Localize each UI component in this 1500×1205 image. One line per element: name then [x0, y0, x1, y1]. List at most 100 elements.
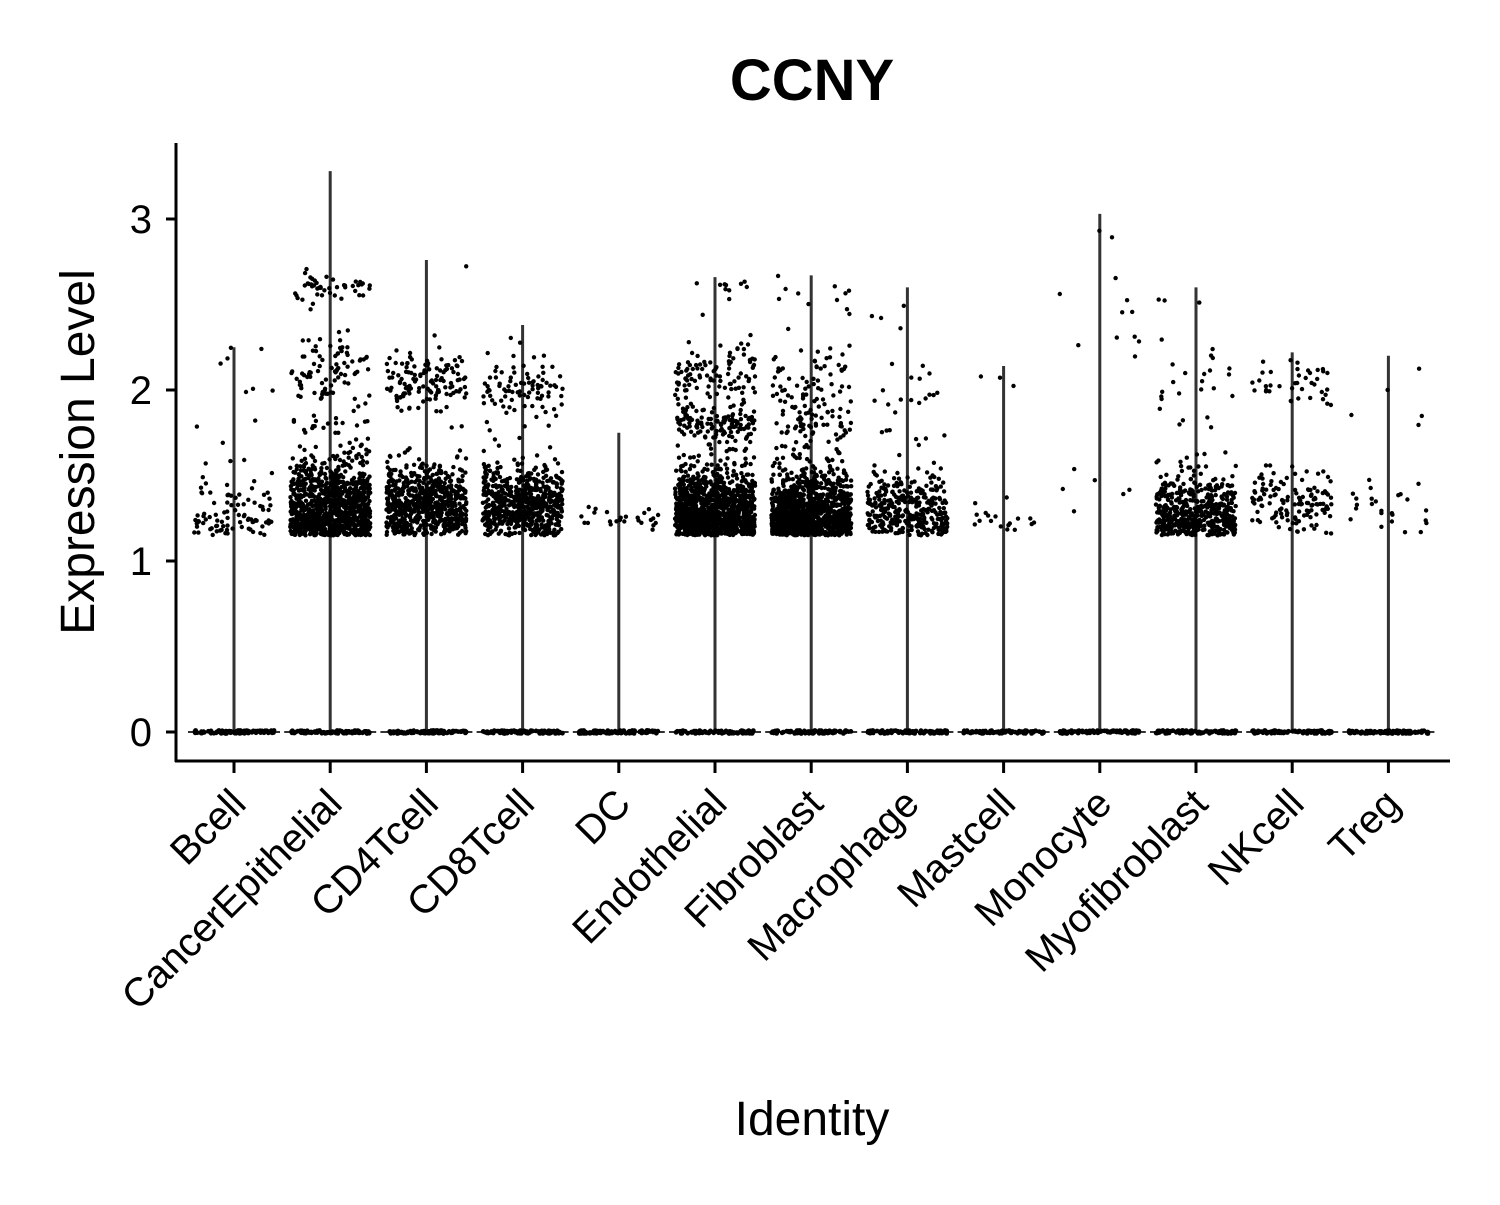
data-point [689, 430, 693, 434]
data-point [689, 402, 693, 406]
data-point [296, 530, 300, 534]
data-point [745, 500, 749, 504]
data-point [455, 363, 459, 367]
data-point [488, 469, 492, 473]
data-point [323, 476, 327, 480]
data-point [422, 368, 426, 372]
data-point [291, 511, 295, 515]
data-point [428, 389, 432, 393]
data-point [685, 426, 689, 430]
data-point [392, 501, 396, 505]
data-point [721, 519, 725, 523]
data-point [510, 390, 514, 394]
data-point [320, 381, 324, 385]
data-point [507, 526, 511, 530]
data-point [444, 405, 448, 409]
data-point [494, 375, 498, 379]
data-point [339, 297, 343, 301]
data-point [359, 444, 363, 448]
data-point [745, 285, 749, 289]
data-point [697, 454, 701, 458]
data-point [729, 387, 733, 391]
data-point [748, 333, 752, 337]
data-point [458, 387, 462, 391]
data-point [449, 730, 454, 735]
data-point [421, 384, 425, 388]
data-point [487, 464, 491, 468]
data-point [464, 513, 468, 517]
data-point [338, 444, 342, 448]
data-point [725, 440, 729, 444]
data-point [399, 409, 403, 413]
data-point [316, 369, 320, 373]
data-point [752, 455, 756, 459]
data-point [677, 362, 681, 366]
data-point [404, 365, 408, 369]
data-point [321, 520, 325, 524]
data-point [329, 481, 333, 485]
data-point [457, 355, 461, 359]
data-point [507, 503, 511, 507]
data-point [731, 412, 735, 416]
data-point [522, 513, 526, 517]
data-point [351, 446, 355, 450]
data-point [325, 466, 329, 470]
data-point [723, 386, 727, 390]
data-point [429, 379, 433, 383]
data-point [560, 479, 564, 483]
data-point [215, 529, 219, 533]
data-point [342, 451, 346, 455]
data-point [493, 437, 497, 441]
data-point [328, 492, 332, 496]
data-point [709, 482, 713, 486]
data-point [551, 480, 555, 484]
data-point [308, 307, 312, 311]
data-point [360, 282, 364, 286]
data-point [543, 410, 547, 414]
data-point [304, 470, 308, 474]
data-point [439, 409, 443, 413]
data-point [726, 414, 730, 418]
data-point [298, 728, 303, 733]
data-point [711, 378, 715, 382]
data-point [737, 386, 741, 390]
data-point [407, 384, 411, 388]
data-point [318, 354, 322, 358]
data-point [546, 390, 550, 394]
data-point [521, 456, 525, 460]
data-point [650, 528, 654, 532]
data-point [505, 484, 509, 488]
data-point [208, 490, 212, 494]
data-point [398, 395, 402, 399]
data-point [416, 514, 420, 518]
data-point [288, 495, 292, 499]
data-point [250, 486, 254, 490]
data-point [253, 729, 258, 734]
data-point [334, 468, 338, 472]
data-point [485, 390, 489, 394]
data-point [314, 344, 318, 348]
data-point [744, 731, 749, 736]
data-point [649, 518, 653, 522]
data-point [700, 469, 704, 473]
data-point [632, 731, 637, 736]
data-point [505, 477, 509, 481]
data-point [748, 500, 752, 504]
data-point [394, 479, 398, 483]
data-point [521, 477, 525, 481]
data-point [295, 296, 299, 300]
data-point [458, 467, 462, 471]
data-point [488, 394, 492, 398]
data-point [239, 729, 244, 734]
data-point [362, 513, 366, 517]
data-point [552, 509, 556, 513]
data-point [358, 523, 362, 527]
data-point [447, 520, 451, 524]
data-point [679, 464, 683, 468]
data-point [702, 487, 706, 491]
data-point [710, 526, 714, 530]
data-point [540, 509, 544, 513]
data-point [425, 486, 429, 490]
data-point [698, 362, 702, 366]
data-point [540, 405, 544, 409]
